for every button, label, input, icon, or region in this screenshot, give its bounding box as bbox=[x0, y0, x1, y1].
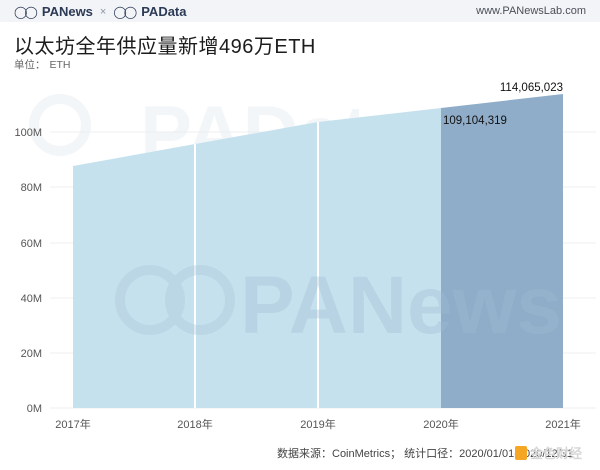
site-url: www.PANewsLab.com bbox=[476, 5, 586, 17]
jinse-text: 金色财经 bbox=[530, 446, 583, 461]
padata-logo-icon: ◯◯ bbox=[113, 4, 137, 19]
source-note: 数据来源：CoinMetrics； 统计口径：2020/01/01-2020/1… bbox=[277, 445, 573, 461]
svg-text:60M: 60M bbox=[21, 238, 42, 250]
jinse-logo-icon bbox=[515, 445, 527, 460]
y-axis: 0M 20M 40M 60M 80M 100M bbox=[14, 127, 42, 415]
svg-text:2021年: 2021年 bbox=[545, 417, 580, 431]
svg-text:20M: 20M bbox=[21, 348, 42, 360]
segment-separators bbox=[194, 122, 319, 408]
data-label-2020: 109,104,319 bbox=[443, 115, 507, 127]
svg-text:100M: 100M bbox=[14, 127, 42, 139]
svg-text:2018年: 2018年 bbox=[177, 417, 212, 431]
chart-title: 以太坊全年供应量新增496万ETH bbox=[14, 36, 316, 58]
scope-label: 统计口径： bbox=[404, 448, 460, 460]
data-label-2021: 114,065,023 bbox=[500, 82, 563, 94]
unit-label: 单位： ETH bbox=[14, 57, 71, 72]
source-value: CoinMetrics； bbox=[332, 448, 402, 460]
svg-text:80M: 80M bbox=[21, 182, 42, 194]
svg-text:2019年: 2019年 bbox=[300, 417, 335, 431]
unit-value: ETH bbox=[49, 59, 71, 71]
brand-padata: PAData bbox=[141, 4, 187, 19]
unit-key: 单位： bbox=[14, 59, 46, 71]
svg-text:PANews: PANews bbox=[240, 260, 562, 351]
brand-logos: ◯◯ PANews × ◯◯ PAData bbox=[14, 4, 187, 19]
svg-text:2017年: 2017年 bbox=[55, 417, 90, 431]
svg-text:40M: 40M bbox=[21, 293, 42, 305]
area-segment-2020-2021 bbox=[441, 94, 563, 408]
watermark-panews: PANews bbox=[115, 260, 562, 351]
panews-logo-icon: ◯◯ bbox=[14, 4, 38, 19]
svg-text:2020年: 2020年 bbox=[423, 417, 458, 431]
svg-text:0M: 0M bbox=[27, 403, 42, 415]
jinse-watermark: 金色财经 bbox=[515, 443, 582, 462]
brand-panews: PANews bbox=[41, 4, 93, 19]
area-segment-2017-2020 bbox=[73, 108, 441, 408]
header-bar: ◯◯ PANews × ◯◯ PAData www.PANewsLab.com bbox=[0, 0, 600, 22]
source-label: 数据来源： bbox=[277, 448, 332, 460]
brand-separator: × bbox=[99, 5, 107, 18]
x-axis: 2017年 2018年 2019年 2020年 2021年 bbox=[55, 417, 580, 431]
